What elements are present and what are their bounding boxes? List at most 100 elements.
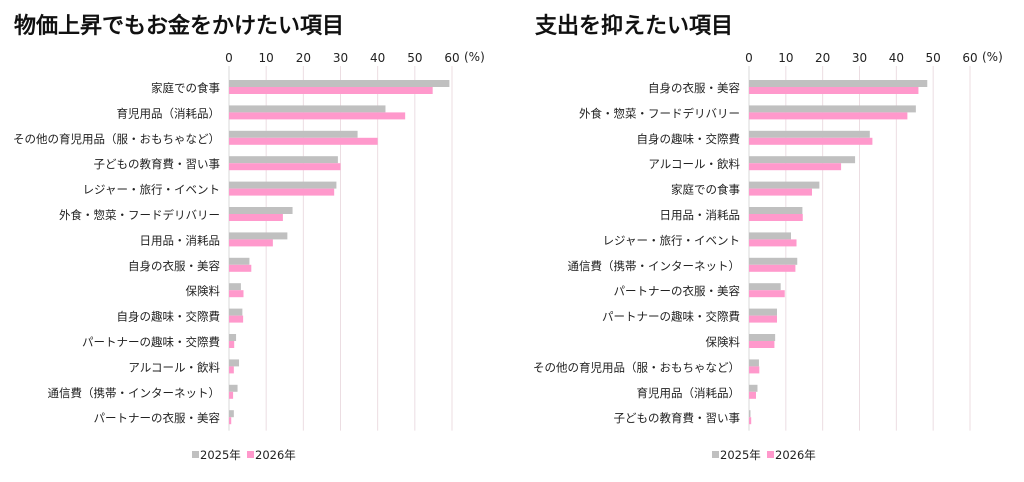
bar-2025年 [229, 257, 250, 265]
bar-2025年 [229, 410, 234, 418]
x-tick-label: 0 [225, 51, 233, 65]
category-label: 子どもの教育費・習い事 [94, 157, 221, 171]
category-label: 通信費（携帯・インターネット） [48, 386, 221, 400]
legend-label: 2025年 [720, 448, 761, 462]
category-label: 自身の趣味・交際費 [117, 310, 221, 324]
bar-2026年 [749, 341, 775, 348]
bar-2025年 [749, 359, 759, 367]
category-label: 外食・惣菜・フードデリバリー [59, 208, 220, 222]
bar-2026年 [229, 188, 335, 196]
bar-2026年 [229, 214, 283, 221]
x-tick-label: 10 [259, 51, 274, 65]
x-tick-label: 20 [296, 51, 311, 65]
category-label: その他の育児用品（服・おもちゃなど） [13, 132, 220, 146]
bar-2026年 [749, 315, 777, 323]
bar-2026年 [229, 87, 433, 94]
bar-2026年 [229, 163, 341, 171]
bar-2026年 [229, 137, 378, 145]
charts-group: 0 10 20 30 40 50 60 (%)家庭での食事育児用品（消耗品）その他の育児用品（… [13, 50, 1003, 462]
bar-2025年 [229, 130, 358, 138]
bar-2025年 [229, 283, 241, 291]
category-label: パートナーの衣服・美容 [94, 411, 221, 425]
category-label: レジャー・旅行・イベント [83, 183, 220, 197]
bar-2026年 [749, 264, 796, 272]
category-label: 保険料 [186, 284, 221, 298]
bar-2026年 [229, 391, 234, 399]
bar-2026年 [749, 366, 760, 374]
bar-2025年 [749, 308, 777, 316]
bar-2026年 [229, 112, 406, 120]
bar-2026年 [749, 239, 797, 247]
legend-swatch [247, 451, 254, 458]
bar-2026年 [749, 290, 785, 298]
category-label: アルコール・飲料 [128, 360, 220, 374]
category-label: 育児用品（消耗品） [637, 386, 741, 400]
legend-label: 2026年 [775, 448, 816, 462]
category-label: 日用品・消耗品 [660, 208, 741, 222]
category-label: 自身の趣味・交際費 [637, 132, 741, 146]
category-label: 家庭での食事 [671, 183, 740, 197]
category-label: 自身の衣服・美容 [648, 81, 740, 95]
category-label: パートナーの衣服・美容 [614, 284, 741, 298]
x-tick-label: 30 [852, 51, 867, 65]
bar-2025年 [229, 334, 237, 341]
legend-label: 2026年 [255, 448, 296, 462]
legend-swatch [192, 451, 199, 458]
bar-2025年 [749, 384, 758, 392]
x-tick-label: 0 [745, 51, 753, 65]
bar-2025年 [749, 257, 798, 265]
bar-2025年 [229, 80, 450, 87]
bar-2026年 [229, 341, 235, 348]
bar-2025年 [749, 410, 751, 418]
bar-2026年 [749, 137, 873, 145]
bar-2025年 [749, 232, 791, 240]
bar-2025年 [229, 384, 238, 392]
unit-label: (%) [464, 50, 485, 64]
bar-2025年 [229, 181, 337, 189]
category-label: 育児用品（消耗品） [117, 106, 221, 120]
bar-2026年 [229, 264, 252, 272]
category-label: レジャー・旅行・イベント [603, 233, 740, 247]
left-chart-title: 物価上昇でもお金をかけたい項目 [14, 13, 344, 39]
bar-2025年 [229, 105, 386, 113]
category-label: パートナーの趣味・交際費 [602, 310, 740, 324]
bar-2025年 [229, 359, 240, 367]
bar-2025年 [749, 105, 916, 113]
bar-2026年 [749, 214, 803, 221]
x-tick-label: 30 [333, 51, 348, 65]
x-tick-label: 10 [778, 51, 793, 65]
x-tick-label: 50 [926, 51, 941, 65]
bar-2025年 [229, 207, 293, 214]
bar-2026年 [229, 417, 232, 425]
bar-2026年 [749, 87, 919, 94]
bar-2025年 [229, 308, 243, 316]
bar-2026年 [229, 239, 273, 247]
category-label: 通信費（携帯・インターネット） [568, 259, 741, 273]
x-tick-label: 60 [444, 51, 459, 65]
bar-2026年 [749, 163, 842, 171]
unit-label: (%) [982, 50, 1003, 64]
x-tick-label: 40 [889, 51, 904, 65]
bar-2026年 [229, 366, 234, 374]
bar-2025年 [749, 80, 928, 87]
category-label: 日用品・消耗品 [140, 233, 221, 247]
bar-2025年 [749, 283, 781, 291]
category-label: パートナーの趣味・交際費 [82, 335, 220, 349]
legend-label: 2025年 [200, 448, 241, 462]
category-label: 保険料 [706, 335, 741, 349]
category-label: アルコール・飲料 [648, 157, 740, 171]
bar-2026年 [229, 290, 244, 298]
category-label: その他の育児用品（服・おもちゃなど） [533, 360, 740, 374]
bar-2026年 [749, 188, 812, 196]
legend-swatch [767, 451, 774, 458]
legend-swatch [712, 451, 719, 458]
category-label: 子どもの教育費・習い事 [614, 411, 741, 425]
bar-2025年 [749, 181, 820, 189]
bar-2026年 [749, 112, 908, 120]
bar-2026年 [749, 391, 756, 399]
bar-2025年 [749, 156, 856, 164]
bar-2025年 [229, 232, 288, 240]
x-tick-label: 20 [815, 51, 830, 65]
